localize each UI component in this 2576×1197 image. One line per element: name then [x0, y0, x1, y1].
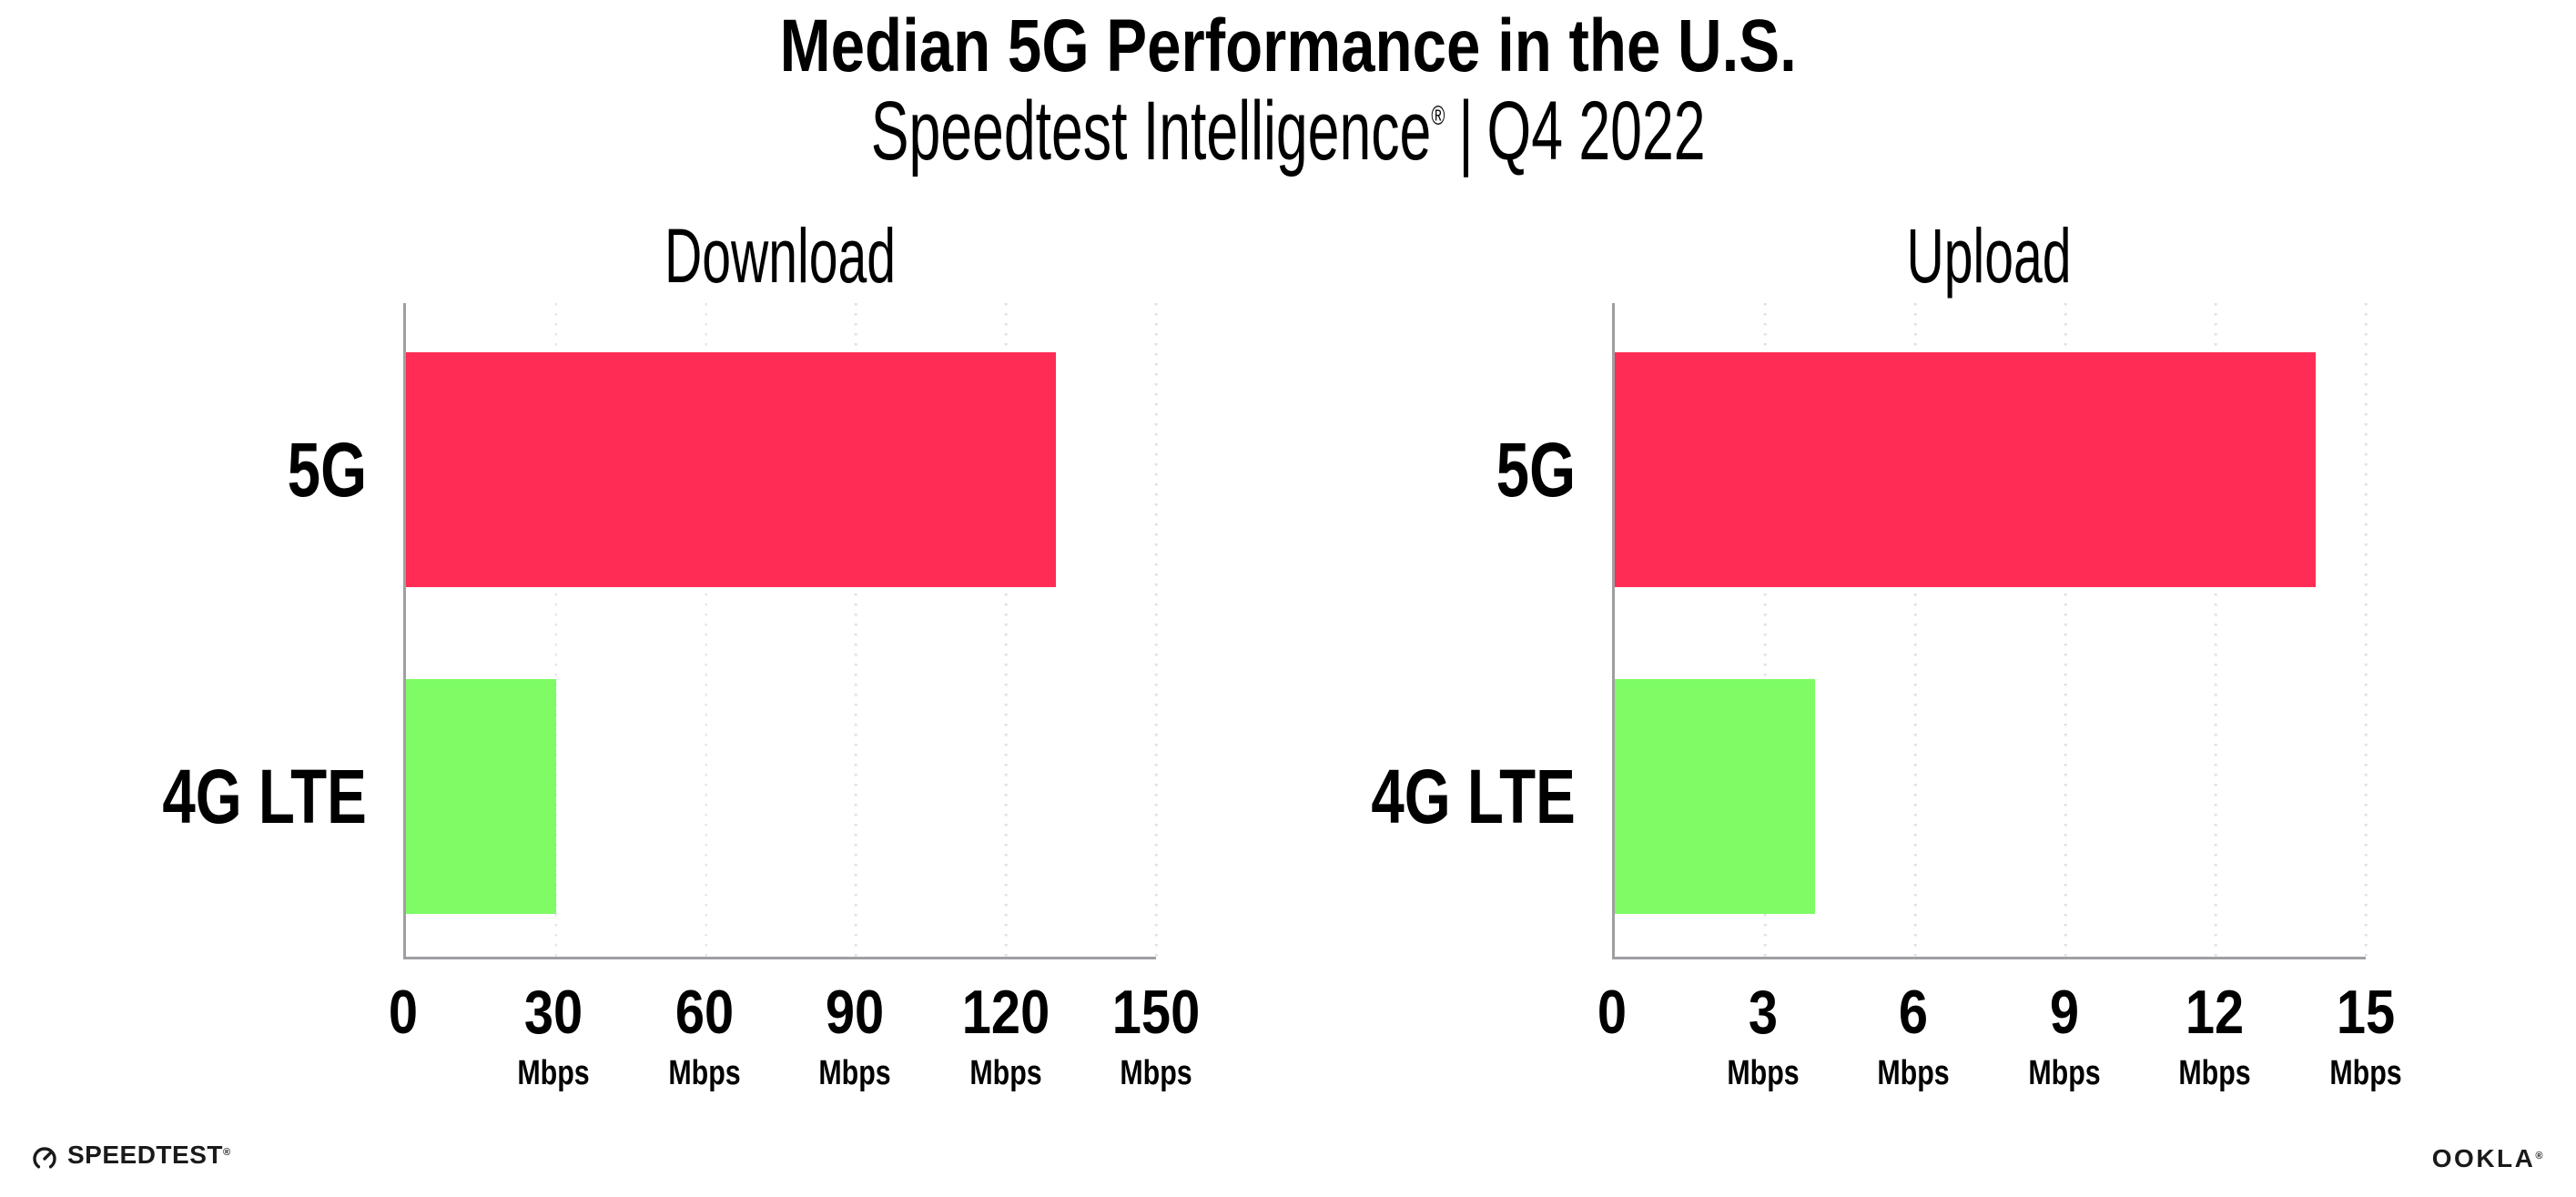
chart-download: Download 5G 4G LTE 0 30 Mbps 60 Mbps 90 Mbps 120… — [163, 218, 1201, 1090]
plot-area-download: 5G 4G LTE — [163, 303, 1158, 959]
x-tick-value: 30 — [524, 978, 583, 1047]
chart-title-download: Download — [664, 213, 896, 299]
category-label-4g-lte: 4G LTE — [105, 758, 367, 835]
gridline-60 — [705, 303, 707, 957]
bar-5g-download — [406, 352, 1057, 587]
subtitle-period: Q4 2022 — [1486, 85, 1706, 178]
gridline-90 — [855, 303, 857, 957]
page-title-text: Median 5G Performance in the U.S. — [779, 5, 1797, 87]
ookla-registered-mark: ® — [2535, 1151, 2545, 1161]
gridline-3 — [1763, 303, 1767, 957]
speedtest-logo: SPEEDTEST® — [31, 1141, 231, 1174]
gridline-150 — [1154, 303, 1158, 957]
x-tick-unit: Mbps — [2329, 1054, 2402, 1092]
x-tick-6: 6 Mbps — [1869, 981, 1959, 1090]
x-tick-unit: Mbps — [517, 1054, 591, 1092]
ookla-wordmark: OOKLA — [2431, 1144, 2536, 1172]
x-axis-ticks-download: 0 30 Mbps 60 Mbps 90 Mbps 120 Mbps 150 Mbps — [389, 959, 1200, 1114]
gridline-9 — [2064, 303, 2067, 957]
category-label-5g: 5G — [265, 431, 367, 508]
x-tick-value: 120 — [961, 978, 1050, 1047]
x-tick-15: 15 Mbps — [2320, 981, 2410, 1090]
x-axis-ticks-upload: 0 3 Mbps 6 Mbps 9 Mbps 12 Mbps 15 Mbps — [1597, 959, 2402, 1114]
page-title: Median 5G Performance in the U.S. — [0, 5, 2576, 87]
x-tick-value: 0 — [388, 978, 419, 1047]
subtitle-brand: Speedtest Intelligence — [870, 85, 1432, 178]
category-label-text: 5G — [1496, 427, 1576, 512]
page-subtitle: Speedtest Intelligence® | Q4 2022 — [0, 87, 2576, 176]
gridline-15 — [2364, 303, 2368, 957]
category-label-4g-lte: 4G LTE — [1313, 758, 1576, 835]
x-tick-value: 9 — [2049, 978, 2079, 1047]
x-tick-unit: Mbps — [1877, 1054, 1950, 1092]
chart-title-upload: Upload — [1906, 213, 2072, 299]
x-tick-value: 90 — [826, 978, 885, 1047]
x-tick-150: 150 Mbps — [1104, 981, 1207, 1090]
x-tick-value: 150 — [1111, 978, 1201, 1047]
x-tick-value: 12 — [2186, 978, 2245, 1047]
bar-4g-lte-download — [406, 679, 556, 914]
chart-upload: Upload 5G 4G LTE 0 3 Mbps 6 Mbps 9 Mbps 12 Mbps 15… — [1372, 218, 2402, 1090]
category-label-text: 4G LTE — [162, 754, 367, 839]
x-tick-unit: Mbps — [818, 1054, 891, 1092]
x-tick-unit: Mbps — [668, 1054, 741, 1092]
x-tick-0: 0 — [386, 981, 421, 1043]
x-tick-12: 12 Mbps — [2170, 981, 2260, 1090]
category-label-5g: 5G — [1474, 431, 1576, 508]
category-label-text: 4G LTE — [1371, 754, 1576, 839]
x-tick-value: 3 — [1748, 978, 1778, 1047]
bar-5g-upload — [1615, 352, 2316, 587]
x-tick-unit: Mbps — [2178, 1054, 2252, 1092]
x-tick-60: 60 Mbps — [659, 981, 749, 1090]
x-tick-unit: Mbps — [2028, 1054, 2101, 1092]
x-tick-3: 3 Mbps — [1718, 981, 1808, 1090]
speedtest-registered-mark: ® — [222, 1147, 231, 1158]
gridline-120 — [1004, 303, 1008, 957]
gridline-30 — [554, 303, 558, 957]
registered-mark: ® — [1431, 101, 1445, 131]
gridline-6 — [1913, 303, 1917, 957]
bar-4g-lte-upload — [1615, 679, 1815, 914]
x-tick-unit: Mbps — [969, 1054, 1042, 1092]
x-tick-0: 0 — [1595, 981, 1629, 1043]
x-tick-value: 15 — [2336, 978, 2396, 1047]
speedtest-wordmark: SPEEDTEST — [67, 1141, 223, 1169]
x-tick-30: 30 Mbps — [509, 981, 599, 1090]
x-tick-90: 90 Mbps — [810, 981, 900, 1090]
x-tick-9: 9 Mbps — [2019, 981, 2109, 1090]
x-tick-value: 60 — [674, 978, 734, 1047]
subtitle-divider: | — [1458, 85, 1474, 178]
gridline-12 — [2214, 303, 2217, 957]
ookla-logo: OOKLA® — [2432, 1145, 2545, 1178]
x-tick-unit: Mbps — [1120, 1054, 1192, 1092]
plot-area-upload: 5G 4G LTE — [1372, 303, 2368, 959]
speedtest-gauge-icon — [33, 1147, 56, 1171]
x-tick-value: 0 — [1597, 978, 1628, 1047]
x-tick-120: 120 Mbps — [954, 981, 1057, 1090]
x-tick-unit: Mbps — [1726, 1054, 1800, 1092]
category-label-text: 5G — [287, 427, 367, 512]
x-tick-value: 6 — [1899, 978, 1929, 1047]
